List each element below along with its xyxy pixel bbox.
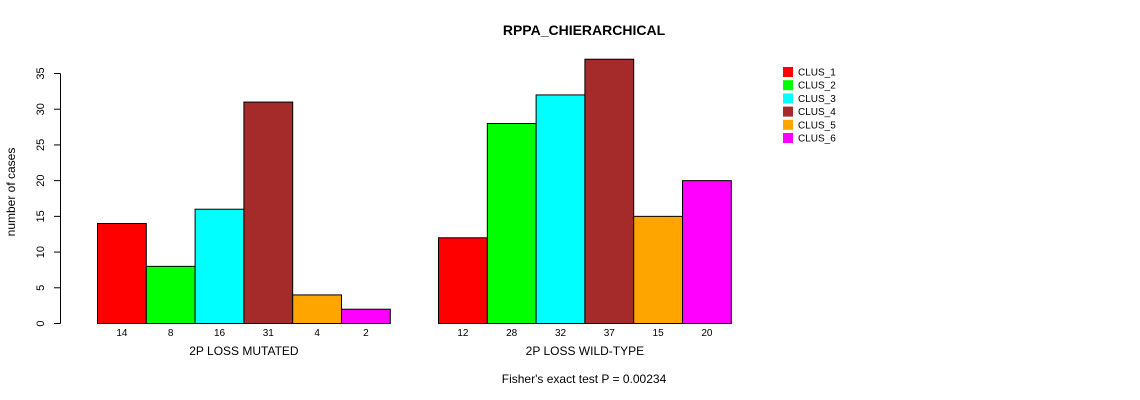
bar [341, 308, 391, 325]
bar-value-label: 20 [701, 328, 713, 339]
legend-swatch [783, 93, 793, 104]
bar [145, 265, 196, 325]
bar [194, 208, 245, 324]
bar [97, 223, 147, 324]
legend-label: CLUS_5 [798, 120, 836, 131]
bar [584, 58, 635, 324]
y-tick-label: 25 [35, 139, 47, 151]
legend-label: CLUS_1 [798, 68, 836, 79]
bar-value-label: 2 [363, 328, 369, 339]
bar-value-label: 14 [116, 328, 128, 339]
bar-value-label: 4 [314, 328, 320, 339]
bar-value-label: 32 [555, 328, 567, 339]
y-tick-label: 35 [35, 67, 47, 79]
y-tick-label: 5 [35, 285, 47, 291]
legend-swatch [783, 119, 793, 130]
y-axis: 0 5 10 15 20 25 30 35 [35, 67, 61, 327]
chart-title: RPPA_CHIERARCHICAL [503, 22, 666, 38]
bar [535, 94, 586, 324]
y-tick-label: 0 [35, 320, 47, 326]
bar-value-label: 12 [457, 328, 469, 339]
legend-label: CLUS_2 [798, 81, 836, 92]
y-axis-label: number of cases [4, 148, 18, 237]
group-labels: 2P LOSS MUTATED 2P LOSS WILD-TYPE [189, 344, 644, 358]
legend-swatch [783, 106, 793, 117]
bars: 14 8 16 31 4 2 12 28 32 37 15 20 [97, 58, 732, 339]
legend-label: CLUS_6 [798, 134, 836, 145]
bar-value-label: 16 [214, 328, 226, 339]
group-label: 2P LOSS MUTATED [189, 344, 299, 358]
y-tick-label: 10 [35, 246, 47, 258]
bar [292, 294, 343, 324]
bar-value-label: 31 [263, 328, 275, 339]
y-tick-label: 20 [35, 175, 47, 187]
legend-label: CLUS_3 [798, 94, 836, 105]
bar [438, 237, 488, 325]
fisher-test-note: Fisher's exact test P = 0.00234 [502, 372, 667, 386]
y-tick-label: 15 [35, 210, 47, 222]
bar [682, 180, 732, 324]
bar-value-label: 15 [653, 328, 665, 339]
bar [243, 101, 294, 324]
bar-value-label: 37 [604, 328, 616, 339]
legend-swatch [783, 67, 793, 77]
bar-value-label: 28 [506, 328, 518, 339]
legend-swatch [783, 80, 793, 91]
legend-label: CLUS_4 [798, 107, 836, 118]
legend: CLUS_1 CLUS_2 CLUS_3 CLUS_4 CLUS_5 CLUS_6 [783, 67, 836, 145]
y-tick-label: 30 [35, 103, 47, 115]
bar-value-label: 8 [168, 328, 174, 339]
legend-swatch [783, 133, 793, 143]
bar [633, 215, 684, 325]
bar [486, 123, 537, 324]
group-label: 2P LOSS WILD-TYPE [526, 344, 644, 358]
